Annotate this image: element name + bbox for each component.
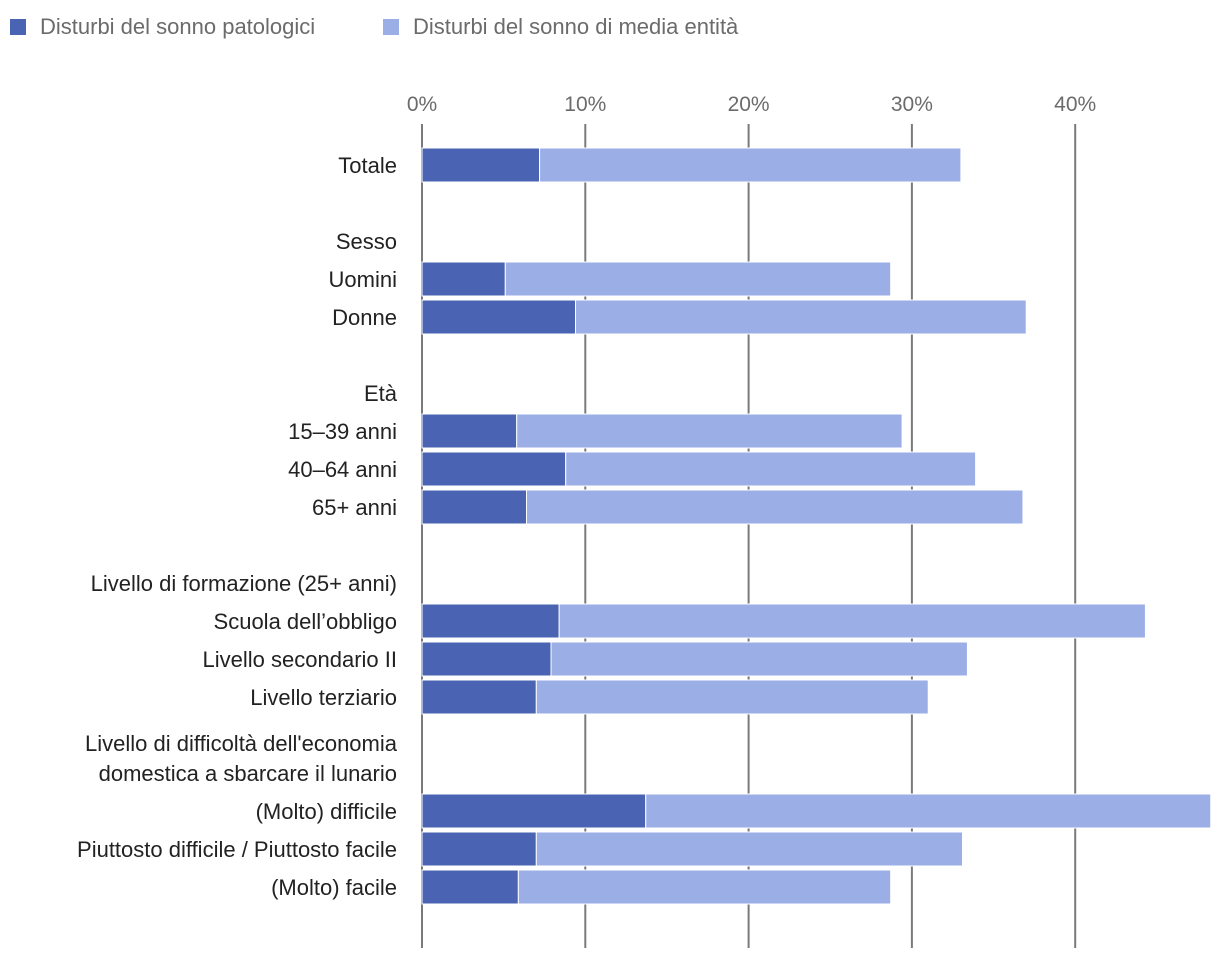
bar-segment-media-entita: [539, 147, 962, 183]
bar-segment-patologici: [421, 147, 541, 183]
legend-swatch-1: [10, 19, 26, 35]
legend-swatch-2: [383, 19, 399, 35]
category-label: Totale: [338, 153, 397, 178]
category-label: Livello secondario II: [203, 647, 397, 672]
bar-segment-media-entita: [526, 489, 1024, 525]
bar-segment-patologici: [421, 413, 518, 449]
category-label: (Molto) difficile: [256, 799, 397, 824]
group-header-label: Età: [364, 381, 398, 406]
legend-label-1: Disturbi del sonno patologici: [40, 14, 315, 39]
x-axis-ticks: 0% 10% 20% 30% 40%: [407, 93, 1096, 116]
bar-segment-patologici: [421, 679, 537, 715]
legend: Disturbi del sonno patologici Disturbi de…: [10, 14, 739, 39]
bar-segment-patologici: [421, 603, 560, 639]
bar-segment-media-entita: [575, 299, 1027, 335]
category-label: 65+ anni: [312, 495, 397, 520]
bar-segment-patologici: [421, 489, 528, 525]
bar-segment-media-entita: [535, 679, 929, 715]
category-label: Scuola dell’obbligo: [214, 609, 397, 634]
bar-segment-media-entita: [558, 603, 1146, 639]
category-label: Piuttosto difficile / Piuttosto facile: [77, 837, 397, 862]
bar-segment-patologici: [421, 451, 567, 487]
group-header-label: domestica a sbarcare il lunario: [99, 761, 397, 786]
bar-segment-patologici: [421, 869, 519, 905]
x-tick-label: 10%: [564, 93, 606, 116]
category-label: Uomini: [329, 267, 397, 292]
group-header-label: Livello di difficoltà dell'economia: [85, 731, 398, 756]
bar-segment-patologici: [421, 793, 647, 829]
bar-segment-media-entita: [565, 451, 977, 487]
category-labels: Totale Sesso Uomini Donne Età 15–39 anni 40–64…: [77, 153, 398, 900]
category-label: (Molto) facile: [271, 875, 397, 900]
x-tick-label: 40%: [1054, 93, 1096, 116]
bar-segment-patologici: [421, 261, 506, 297]
bar-segment-patologici: [421, 831, 537, 867]
bar-segment-patologici: [421, 299, 577, 335]
x-tick-label: 0%: [407, 93, 437, 116]
x-tick-label: 30%: [891, 93, 933, 116]
group-header-label: Sesso: [336, 229, 397, 254]
category-label: 15–39 anni: [288, 419, 397, 444]
bar-segment-media-entita: [516, 413, 903, 449]
bar-segment-media-entita: [535, 831, 964, 867]
bar-segment-media-entita: [550, 641, 968, 677]
bar-segment-patologici: [421, 641, 552, 677]
bar-segment-media-entita: [517, 869, 892, 905]
group-header-label: Livello di formazione (25+ anni): [91, 571, 397, 596]
bars: [421, 147, 1212, 905]
legend-label-2: Disturbi del sonno di media entità: [413, 14, 739, 39]
bar-segment-media-entita: [504, 261, 892, 297]
bar-segment-media-entita: [645, 793, 1212, 829]
category-label: Donne: [332, 305, 397, 330]
x-tick-label: 20%: [728, 93, 770, 116]
category-label: 40–64 anni: [288, 457, 397, 482]
category-label: Livello terziario: [250, 685, 397, 710]
